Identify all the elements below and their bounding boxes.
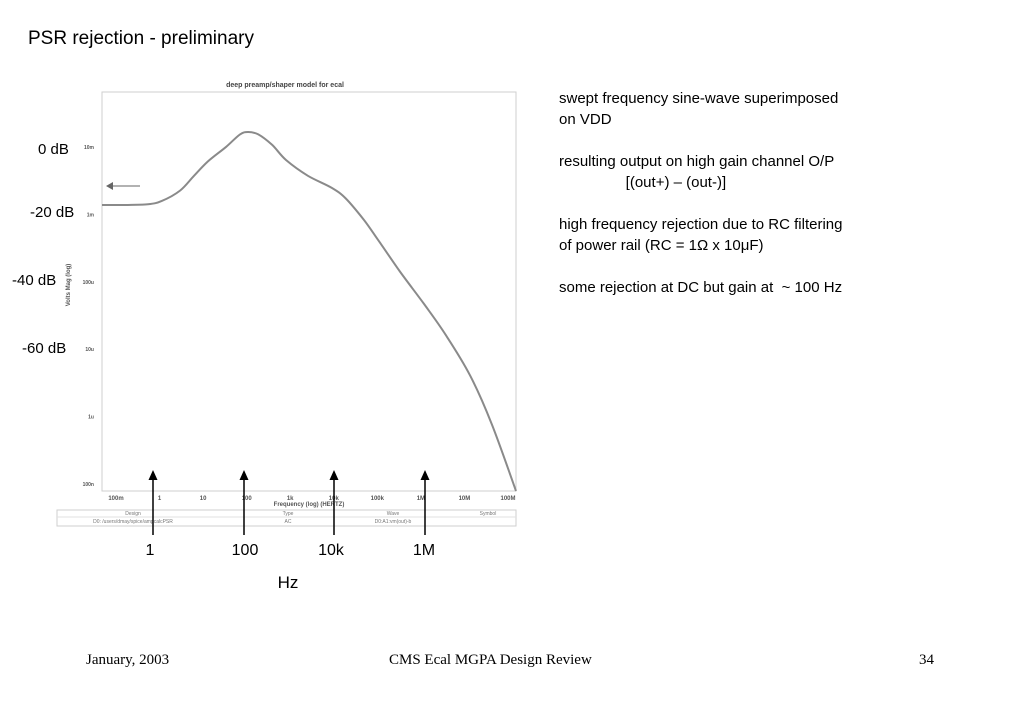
legend-header: Design [125,511,141,517]
marker-arrow-10k [329,470,339,535]
y-tick-label: 1u [88,415,94,421]
x-tick-label: 100k [371,496,385,502]
hz-label-100: 100 [231,542,259,559]
chart-title: deep preamp/shaper model for ecal [226,82,344,89]
y-tick-labels: 10m 1m 100u 10u 1u 100n [83,145,95,488]
slide-title: PSR rejection - preliminary [28,28,254,49]
y-tick-label: 10u [85,347,94,353]
y-tick-label: 100u [83,280,94,286]
hz-label-10k: 10k [318,542,344,559]
psr-curve [101,130,517,492]
db-label-minus40: -40 dB [12,272,57,289]
footer-date: January, 2003 [86,652,170,668]
db-label-0: 0 dB [38,141,69,158]
y-tick-label: 100n [83,482,94,488]
note-3-line-1: high frequency rejection due to RC filte… [559,216,843,233]
legend-table: Design Type Wave Symbol D0: /users/dmay/spic… [56,509,517,527]
marker-arrow-1 [148,470,158,535]
dc-level-arrow [106,182,140,190]
x-tick-label: 100m [108,496,123,502]
note-2: resulting output on high gain channel O/… [559,151,959,193]
note-2-line-2: [(out+) – (out-)] [559,174,727,191]
legend-cell: D0:A1:vm(out)-b [375,519,412,525]
x-tick-label: 1 [158,496,162,502]
legend-header: Symbol [480,511,497,517]
hz-label-1M: 1M [412,542,436,559]
note-3: high frequency rejection due to RC filte… [559,214,959,256]
hz-label-1: 1 [145,542,155,559]
marker-arrow-100 [239,470,249,535]
note-4-line-1: some rejection at DC but gain at ~ 100 H… [559,279,843,296]
x-axis-label: Frequency (log) (HERTZ) [274,502,345,508]
note-1-line-2: on VDD [559,111,612,128]
x-tick-label: 100M [500,496,515,502]
notes-panel: swept frequency sine-wave superimposed o… [559,88,959,319]
x-tick-label: 1M [417,496,425,502]
db-label-minus60: -60 dB [22,340,67,357]
y-axis-label: Volts Mag (log) [66,264,72,307]
x-tick-label: 10M [459,496,471,502]
note-4: some rejection at DC but gain at ~ 100 H… [559,277,959,298]
y-tick-label: 10m [84,145,95,151]
y-tick-label: 1m [87,212,95,218]
x-tick-label: 100 [242,496,253,502]
db-label-minus20: -20 dB [30,204,75,221]
note-3-line-2: of power rail (RC = 1Ω x 10μF) [559,237,764,254]
legend-header: Type [283,511,294,517]
hz-unit-label: Hz [277,573,299,592]
note-1-line-1: swept frequency sine-wave superimposed [559,90,839,107]
legend-header: Wave [387,511,400,517]
note-2-line-1: resulting output on high gain channel O/… [559,153,835,170]
marker-arrow-1M [420,470,430,535]
frequency-markers [148,470,430,535]
x-tick-label: 1k [287,496,294,502]
footer-page-number: 34 [919,652,934,668]
note-1: swept frequency sine-wave superimposed o… [559,88,959,130]
plot-frame [101,91,517,492]
legend-cell: D0: /users/dmay/spice/ampcalcPSR [93,519,173,525]
footer-title: CMS Ecal MGPA Design Review [389,652,592,668]
legend-cell: AC [285,519,292,525]
x-tick-label: 10 [200,496,207,502]
